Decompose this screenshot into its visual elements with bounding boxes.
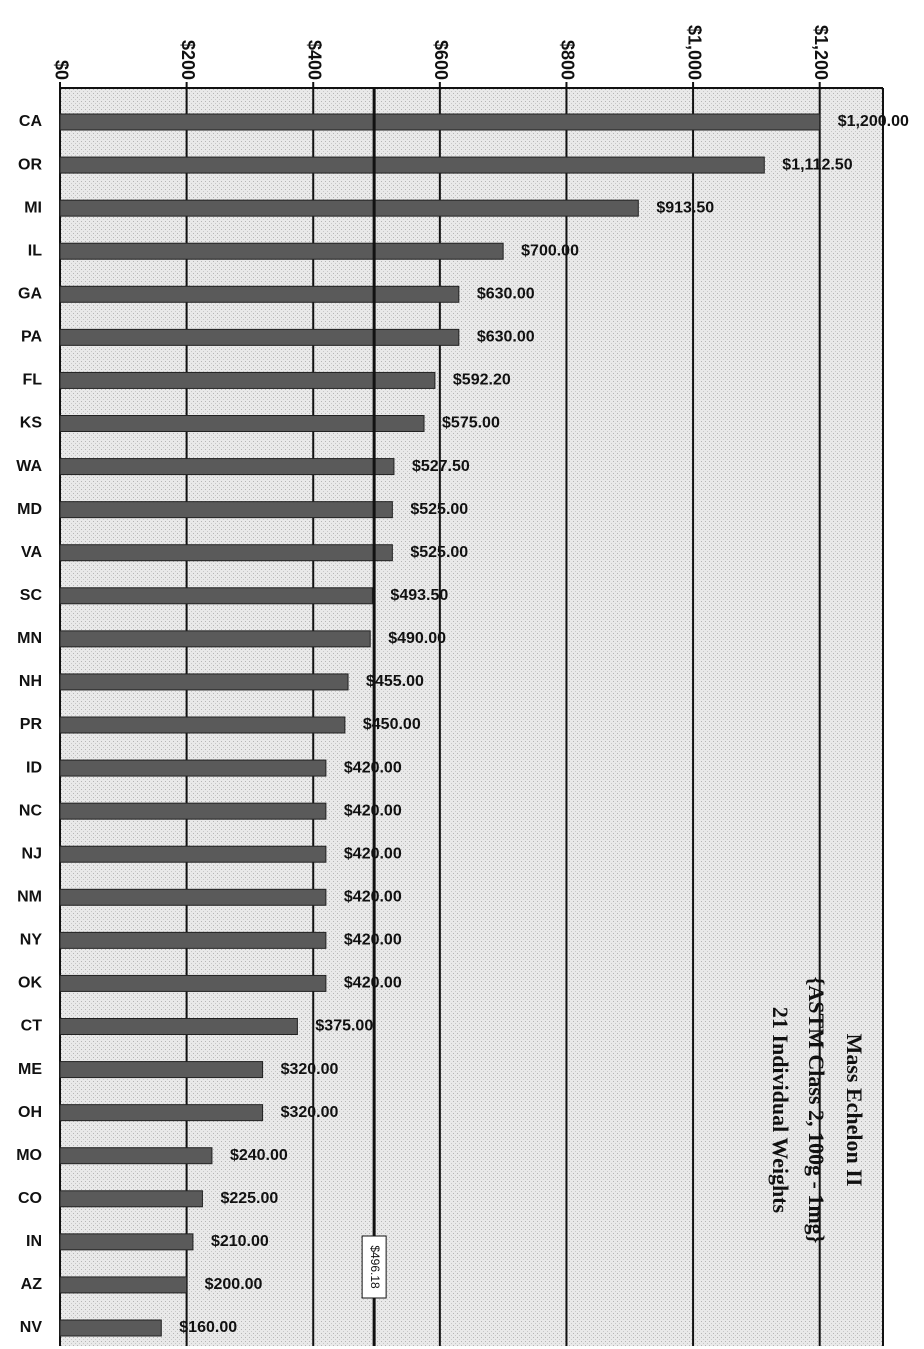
bar [59, 1190, 203, 1208]
bar [59, 673, 349, 691]
y-tick-label: OR [18, 156, 42, 173]
y-tick-label: NM [17, 889, 42, 906]
bar [59, 1319, 162, 1337]
y-tick-label: GA [18, 286, 42, 303]
y-tick-label: PA [21, 329, 42, 346]
y-tick-label: CO [18, 1190, 42, 1207]
bar [59, 931, 327, 949]
value-label: $1,112.50 [782, 156, 852, 173]
bar [59, 458, 395, 476]
bar [59, 1233, 194, 1251]
x-tick-label: $400 [304, 40, 324, 80]
value-label: $700.00 [521, 242, 579, 259]
value-label: $1,200.00 [838, 113, 909, 130]
y-tick-label: FL [22, 372, 42, 389]
y-tick-label: OH [18, 1104, 42, 1121]
bar [59, 1276, 188, 1294]
value-label: $455.00 [366, 673, 424, 690]
chart-subtitle: {ASTM Class 2, 100g - 1mg} [804, 977, 829, 1244]
bar [59, 199, 639, 217]
value-label: $320.00 [281, 1061, 339, 1078]
y-tick-label: NJ [22, 845, 42, 862]
y-tick-label: MD [17, 501, 42, 518]
bar [59, 242, 504, 260]
x-tick-label: $1,200 [811, 25, 831, 80]
x-tick-label: $1,000 [684, 25, 704, 80]
y-tick-label: PR [20, 716, 43, 733]
value-label: $630.00 [477, 286, 535, 303]
y-tick-label: WA [16, 458, 42, 475]
y-tick-label: IL [28, 242, 42, 259]
y-tick-label: ME [18, 1061, 42, 1078]
chart-title: Mass Echelon II [842, 1034, 867, 1187]
value-label: $493.50 [390, 587, 448, 604]
bar [59, 285, 460, 303]
x-tick-label: $800 [558, 40, 578, 80]
y-tick-label: IN [26, 1233, 42, 1250]
y-tick-label: CT [21, 1018, 43, 1035]
reference-label-box [361, 1235, 387, 1299]
bar [59, 415, 425, 432]
y-tick-label: NH [19, 673, 42, 690]
bar [59, 1018, 298, 1035]
value-label: $525.00 [410, 544, 468, 561]
y-tick-label: NY [20, 932, 43, 949]
y-tick-label: SC [20, 587, 43, 604]
bar [59, 156, 765, 174]
value-label: $210.00 [211, 1233, 269, 1250]
y-tick-label: AZ [21, 1276, 43, 1293]
value-label: $225.00 [220, 1190, 278, 1207]
bar [59, 587, 373, 605]
bar [59, 888, 327, 906]
bar [59, 1061, 264, 1079]
value-label: $320.00 [281, 1104, 339, 1121]
bar [59, 974, 327, 992]
value-label: $240.00 [230, 1147, 288, 1164]
bar [59, 630, 371, 648]
value-label: $575.00 [442, 415, 500, 432]
bar [59, 845, 327, 863]
bar [59, 371, 436, 389]
value-label: $525.00 [410, 501, 468, 518]
value-label: $200.00 [205, 1276, 263, 1293]
y-tick-label: VA [21, 544, 42, 561]
bar [59, 113, 821, 131]
value-label: $160.00 [179, 1319, 237, 1336]
y-tick-label: NV [20, 1319, 43, 1336]
y-tick-label: KS [20, 415, 43, 432]
y-tick-label: NC [19, 802, 43, 819]
y-tick-label: MO [16, 1147, 42, 1164]
x-tick-label: $200 [178, 40, 198, 80]
bar [59, 1147, 213, 1165]
value-label: $592.20 [453, 372, 511, 389]
bar [59, 716, 346, 734]
value-label: $450.00 [363, 716, 421, 733]
bar [59, 328, 460, 346]
bar [59, 802, 327, 820]
x-tick-label: $0 [51, 60, 71, 80]
annotation: 21 Individual Weights [768, 1007, 793, 1214]
reference-label: $496.18 [368, 1245, 382, 1289]
value-label: $527.50 [412, 458, 470, 475]
y-tick-label: CA [19, 113, 43, 130]
bar [59, 544, 393, 562]
value-label: $630.00 [477, 329, 535, 346]
value-label: $375.00 [315, 1018, 373, 1035]
y-tick-label: MI [24, 199, 42, 216]
bar [59, 501, 393, 519]
y-tick-label: MN [17, 630, 42, 647]
x-tick-label: $600 [431, 40, 451, 80]
bar [59, 759, 327, 777]
y-tick-label: OK [18, 975, 42, 992]
value-label: $490.00 [388, 630, 446, 647]
y-tick-label: ID [26, 759, 42, 776]
value-label: $913.50 [656, 199, 714, 216]
bar [59, 1104, 264, 1122]
